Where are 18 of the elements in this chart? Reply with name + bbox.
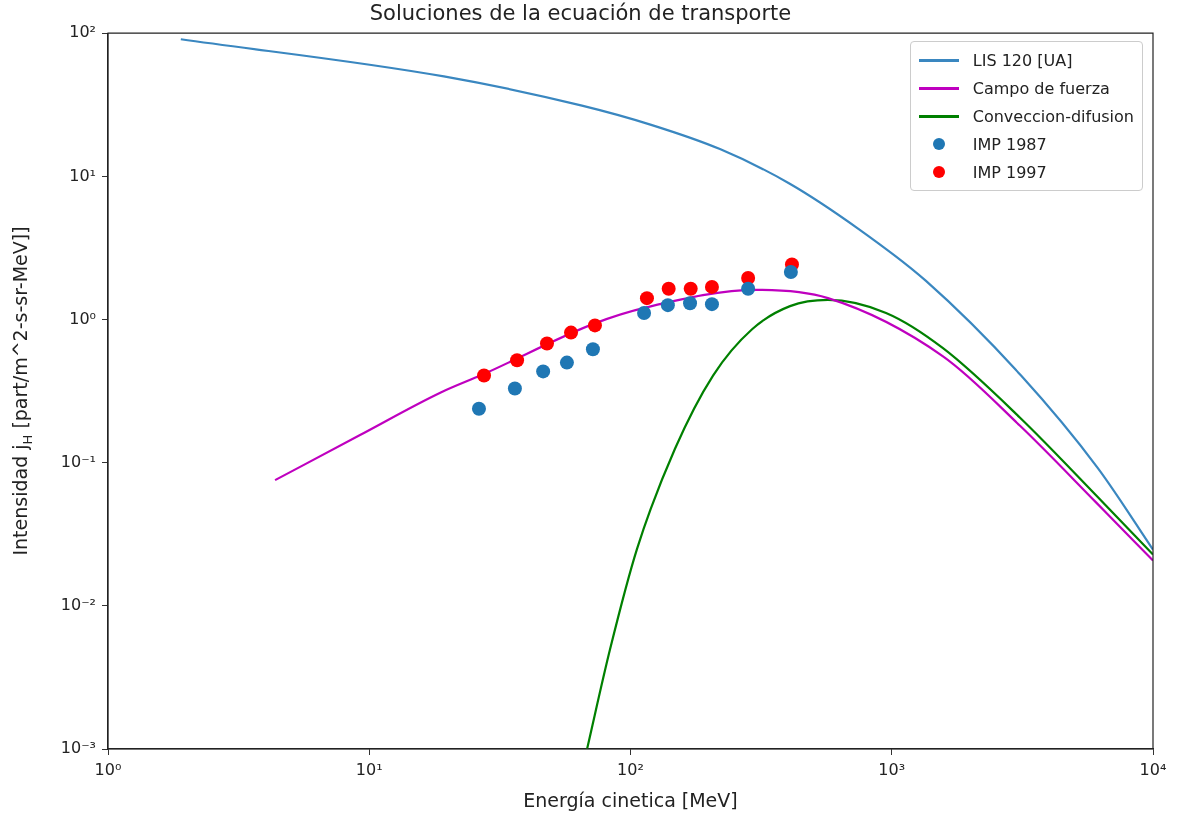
y-tick-label: 10⁰: [69, 308, 96, 328]
y-tick-label: 10¹: [69, 165, 96, 185]
legend-label: Campo de fuerza: [972, 78, 1110, 98]
x-tick-label: 10²: [617, 759, 644, 779]
y-tick-label: 10⁻²: [60, 595, 96, 614]
x-tick-label: 10³: [878, 759, 906, 779]
y-tick-label: 10⁻³: [60, 738, 96, 758]
x-tick-label: 10¹: [355, 759, 383, 779]
legend-label: LIS 120 [UA]: [972, 50, 1073, 70]
legend-label: IMP 1987: [972, 134, 1047, 154]
x-tick-label: 10⁴: [1139, 759, 1167, 779]
y-tick-label: 10⁻¹: [60, 451, 96, 471]
legend-label: Conveccion-difusion: [972, 106, 1134, 126]
y-tick-label: 10²: [69, 22, 96, 42]
chart-title: Soluciones de la ecuación de transporte: [369, 1, 792, 26]
legend-label: IMP 1997: [972, 162, 1047, 182]
x-axis-title: Energía cinetica [MeV]: [523, 788, 738, 811]
x-tick-label: 10⁰: [94, 759, 122, 779]
